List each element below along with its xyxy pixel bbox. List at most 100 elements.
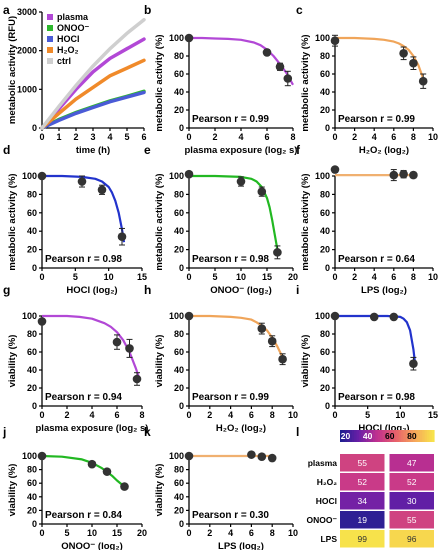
legend-label: plasma	[57, 12, 89, 22]
colorbar-segment	[401, 430, 405, 442]
y-tick-label: 40	[174, 492, 184, 502]
panel-d: d 0 5 10 15 0 20 40 60 80 100 HOCl (log₂) metabolic …	[3, 143, 147, 296]
data-point	[87, 459, 97, 469]
colorbar-segment	[431, 430, 435, 442]
y-tick-label: 100	[169, 33, 184, 43]
heatmap-cell	[340, 530, 385, 548]
y-tick-label: 40	[27, 365, 37, 375]
pearson-annotation: Pearson r = 0.84	[45, 510, 122, 521]
y-tick-label: 60	[320, 208, 330, 218]
y-tick-label: 0	[32, 401, 37, 411]
data-point	[330, 165, 340, 174]
x-tick-label: 2	[352, 272, 357, 282]
x-tick-label: 0	[186, 272, 191, 282]
x-tick-label: 0	[332, 410, 337, 420]
x-tick-label: 2	[352, 132, 357, 142]
panel-label: e	[144, 143, 151, 157]
panel-label: g	[3, 283, 10, 297]
colorbar-segment	[375, 430, 379, 442]
series-line	[40, 17, 146, 130]
colorbar-segment	[419, 430, 423, 442]
data-point	[117, 232, 127, 242]
x-tick-label: 10	[288, 410, 298, 420]
row-label: LPS	[320, 534, 337, 544]
x-axis-label: plasma exposure (log₂ s)	[36, 423, 149, 434]
colorbar-segment	[370, 430, 374, 442]
x-tick-label: 2	[212, 132, 217, 142]
y-tick-label: 80	[174, 189, 184, 199]
data-point	[418, 76, 428, 86]
y-tick-label: 80	[174, 51, 184, 61]
x-axis-label: HOCl (log₂)	[358, 423, 409, 434]
x-tick-label: 5	[73, 272, 78, 282]
y-axis-label: metabolic activity (%)	[300, 173, 311, 270]
colorbar-segment	[422, 430, 426, 442]
x-tick-label: 6	[249, 528, 254, 538]
x-tick-label: 8	[139, 410, 144, 420]
pearson-annotation: Pearson r = 0.98	[45, 254, 122, 265]
y-tick-label: 20	[174, 505, 184, 515]
legend-label: ONOO⁻	[57, 23, 90, 33]
x-axis-label: ONOO⁻ (log₂)	[61, 541, 122, 550]
y-tick-label: 0	[179, 123, 184, 133]
y-axis-label: viability (%)	[300, 335, 311, 388]
colorbar-segment	[398, 430, 402, 442]
y-tick-label: 100	[315, 171, 330, 181]
colorbar-segment	[356, 430, 360, 442]
x-tick-label: 10	[104, 272, 114, 282]
colorbar-segment	[387, 430, 390, 442]
colorbar-segment	[361, 430, 365, 442]
heatmap-cell	[389, 511, 434, 529]
x-tick-label: 2	[207, 528, 212, 538]
y-tick-label: 80	[320, 329, 330, 339]
x-tick-label: 10	[428, 272, 438, 282]
x-tick-label: 15	[262, 272, 272, 282]
data-point	[409, 58, 418, 68]
data-point	[262, 48, 272, 57]
data-point	[330, 36, 340, 45]
y-tick-label: 20	[27, 245, 37, 255]
data-point	[275, 62, 285, 72]
panel-label: h	[144, 283, 151, 297]
x-tick-label: 15	[137, 272, 147, 282]
x-tick-label: 8	[290, 132, 295, 142]
pearson-annotation: Pearson r = 0.98	[338, 392, 415, 403]
panel-l: l 20 40 60 80 plasma 55 47 H₂O₂ 52 52 HOCl 34 30 ONOO⁻…	[296, 425, 435, 548]
fit-curve	[42, 174, 126, 243]
y-tick-label: 3000	[17, 7, 37, 17]
fit-curve	[189, 314, 284, 358]
x-tick-label: 2	[207, 410, 212, 420]
x-axis-label: plasma exposure (log₂ s)	[185, 145, 298, 156]
y-tick-label: 80	[174, 329, 184, 339]
colorbar-segment	[340, 430, 343, 442]
data-point	[184, 33, 194, 43]
data-point	[257, 324, 267, 333]
x-tick-label: 10	[428, 132, 438, 142]
colorbar-segment	[412, 430, 416, 442]
legend-swatch	[47, 58, 53, 64]
panel-label: i	[296, 283, 299, 297]
x-tick-label: 4	[372, 272, 377, 282]
y-tick-label: 80	[320, 51, 330, 61]
y-axis-label: metabolic activity (%)	[154, 34, 165, 131]
x-tick-label: 0	[186, 132, 191, 142]
y-tick-label: 80	[27, 189, 37, 199]
y-tick-label: 0	[179, 519, 184, 529]
data-point	[184, 311, 194, 321]
colorbar-segment	[344, 430, 348, 442]
y-tick-label: 60	[320, 347, 330, 357]
data-point	[278, 354, 287, 364]
heatmap-cell	[340, 454, 385, 472]
heatmap-cell	[389, 492, 434, 510]
x-tick-label: 0	[186, 528, 191, 538]
y-tick-label: 60	[174, 208, 184, 218]
x-tick-label: 0	[332, 272, 337, 282]
data-point	[132, 374, 142, 384]
row-label: H₂O₂	[317, 477, 338, 487]
x-tick-label: 6	[391, 272, 396, 282]
colorbar-segment	[349, 430, 353, 442]
y-tick-label: 20	[320, 105, 330, 115]
x-tick-label: 0	[39, 528, 44, 538]
data-point	[267, 336, 277, 346]
heatmap-cell	[340, 473, 385, 491]
